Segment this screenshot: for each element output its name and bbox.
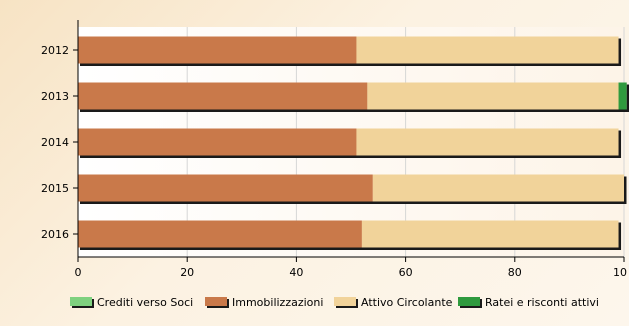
bar-immobilizzazioni-2014 xyxy=(78,128,357,156)
legend-label: Immobilizzazioni xyxy=(232,296,323,309)
x-tick-label: 40 xyxy=(289,266,303,279)
bar-shadow-bottom xyxy=(80,109,629,112)
y-tick-label: 2014 xyxy=(41,136,69,149)
bar-ratei-e-risconti-attivi-2013 xyxy=(618,82,627,110)
bar-shadow-bottom xyxy=(80,63,621,66)
legend-label: Attivo Circolante xyxy=(361,296,453,309)
legend-swatch xyxy=(205,297,227,306)
legend-item-immobilizzazioni: Immobilizzazioni xyxy=(205,296,323,309)
bar-shadow-right xyxy=(618,38,622,66)
bar-attivo-circolante-2014 xyxy=(356,128,619,156)
bar-shadow-right xyxy=(624,176,627,204)
legend-label: Ratei e risconti attivi xyxy=(485,296,599,309)
bar-shadow-bottom xyxy=(80,247,621,250)
bar-immobilizzazioni-2016 xyxy=(78,220,362,248)
legend-swatch xyxy=(70,297,92,306)
x-tick-label: 60 xyxy=(399,266,413,279)
legend-swatch xyxy=(458,297,480,306)
legend-label: Crediti verso Soci xyxy=(97,296,193,309)
y-tick-label: 2013 xyxy=(41,90,69,103)
legend-item-ratei-e-risconti-attivi: Ratei e risconti attivi xyxy=(458,296,599,309)
x-tick-label: 10 xyxy=(613,266,627,279)
bar-immobilizzazioni-2013 xyxy=(78,82,368,110)
x-tick-label: 80 xyxy=(508,266,522,279)
legend-item-crediti-verso-soci: Crediti verso Soci xyxy=(70,296,193,309)
y-tick-label: 2012 xyxy=(41,44,69,57)
bar-shadow-right xyxy=(626,84,629,112)
bar-immobilizzazioni-2015 xyxy=(78,174,373,202)
bars xyxy=(78,36,629,250)
legend: Crediti verso Soci Immobilizzazioni Attivo… xyxy=(70,296,599,309)
bar-attivo-circolante-2013 xyxy=(367,82,619,110)
legend-item-attivo-circolante: Attivo Circolante xyxy=(334,296,453,309)
bar-attivo-circolante-2015 xyxy=(372,174,624,202)
bar-shadow-right xyxy=(618,222,622,250)
axes: 2012 2013 2014 2015 2016 0 20 40 60 80 10 xyxy=(41,20,627,279)
y-tick-label: 2015 xyxy=(41,182,69,195)
bar-attivo-circolante-2016 xyxy=(361,220,619,248)
y-tick-label: 2016 xyxy=(41,228,69,241)
x-tick-label: 20 xyxy=(180,266,194,279)
bar-shadow-right xyxy=(618,130,622,158)
x-tick-label: 0 xyxy=(75,266,82,279)
bar-shadow-bottom xyxy=(80,155,621,158)
legend-swatch xyxy=(334,297,356,306)
bar-immobilizzazioni-2012 xyxy=(78,36,357,64)
bar-attivo-circolante-2012 xyxy=(356,36,619,64)
bar-shadow-bottom xyxy=(80,201,626,204)
